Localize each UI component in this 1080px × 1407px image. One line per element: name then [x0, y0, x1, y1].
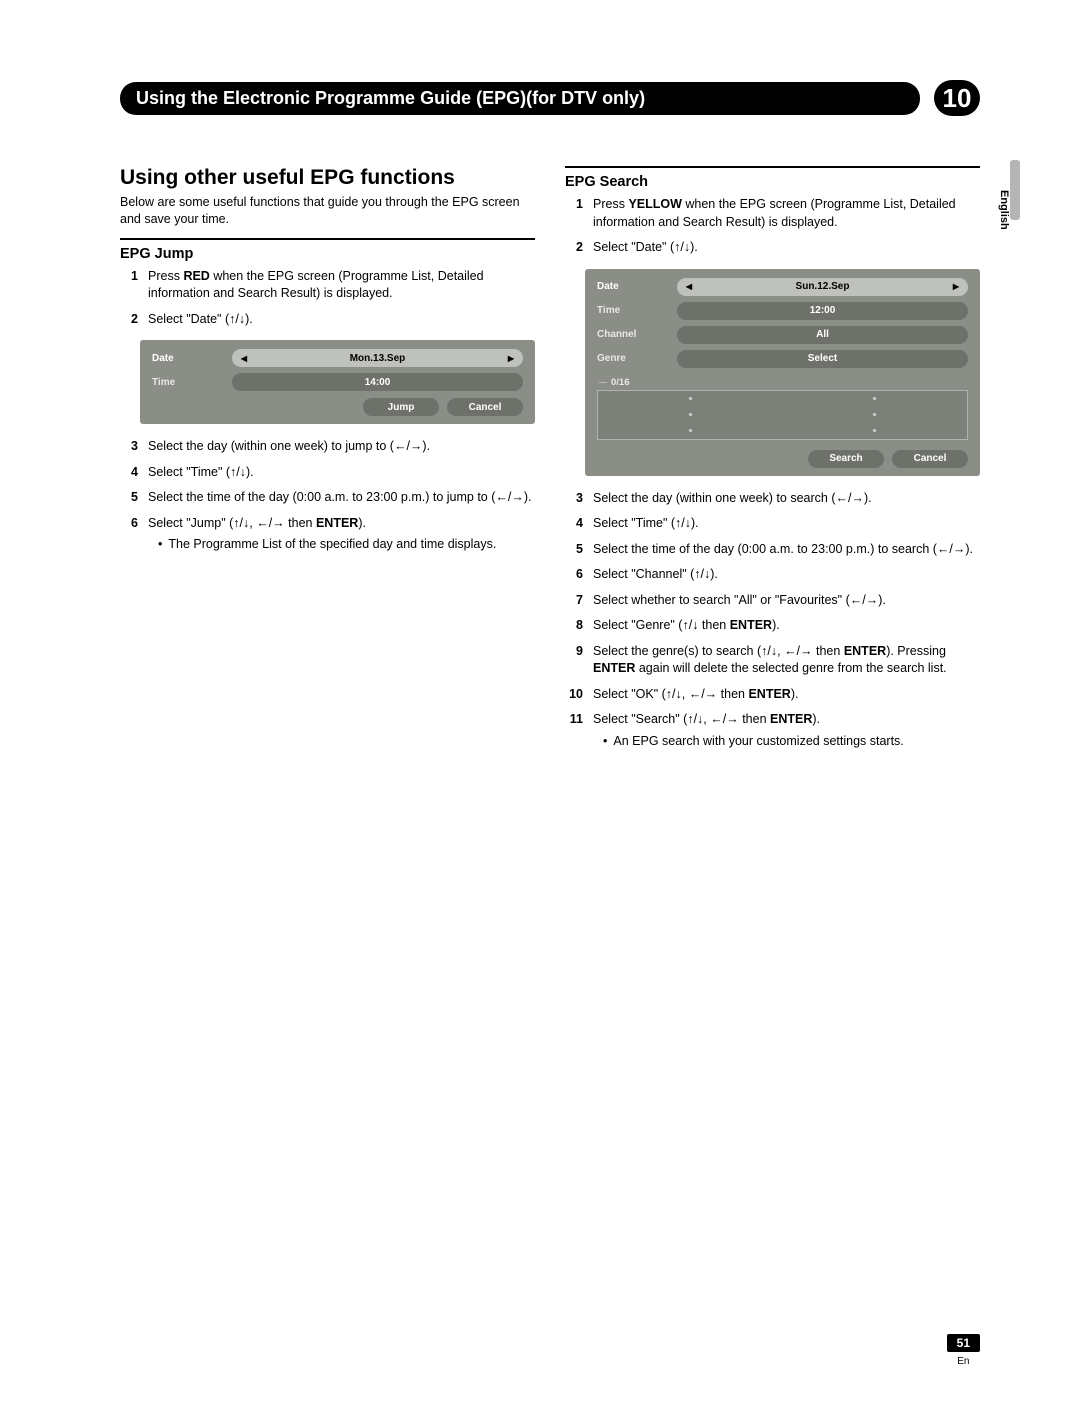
step-number: 2 — [565, 239, 583, 257]
step-text: Select "Jump" (↑/↓, ←/→ then ENTER). The… — [148, 515, 535, 554]
step-text: Select "Search" (↑/↓, ←/→ then ENTER). A… — [593, 711, 980, 750]
dialog-label-channel: Channel — [597, 329, 667, 340]
step-number: 7 — [565, 592, 583, 610]
step-number: 3 — [120, 438, 138, 456]
step-number: 6 — [565, 566, 583, 584]
subsection-title-search: EPG Search — [565, 174, 980, 190]
step-sub-text: An EPG search with your customized setti… — [613, 733, 903, 751]
step-number: 9 — [565, 643, 583, 678]
chapter-header: Using the Electronic Programme Guide (EP… — [120, 80, 980, 116]
dialog-label-genre: Genre — [597, 353, 667, 364]
step-number: 1 — [120, 268, 138, 303]
step-text: Select "Time" (↑/↓). — [593, 515, 980, 533]
left-arrow-icon[interactable]: ◀ — [236, 349, 252, 367]
divider — [120, 238, 535, 240]
step-text: Press RED when the EPG screen (Programme… — [148, 268, 535, 303]
step-text: Select "Channel" (↑/↓). — [593, 566, 980, 584]
epg-jump-dialog: Date ◀ Mon.13.Sep ▶ Time 14:00 Jump Canc… — [140, 340, 535, 424]
step-number: 2 — [120, 311, 138, 329]
step-number: 6 — [120, 515, 138, 554]
search-button[interactable]: Search — [808, 450, 884, 468]
epg-search-dialog: Date ◀ Sun.12.Sep ▶ Time 12:00 Channel A… — [585, 269, 980, 476]
time-value: 14:00 — [365, 377, 391, 388]
step-text: Select whether to search "All" or "Favou… — [593, 592, 980, 610]
genre-selector[interactable]: Select — [677, 350, 968, 368]
divider — [565, 166, 980, 168]
step-text: Select the genre(s) to search (↑/↓, ←/→ … — [593, 643, 980, 678]
step-number: 1 — [565, 196, 583, 231]
time-selector[interactable]: 14:00 — [232, 373, 523, 391]
date-selector[interactable]: ◀ Mon.13.Sep ▶ — [232, 349, 523, 367]
date-value: Sun.12.Sep — [796, 281, 850, 292]
page-number-badge: 51 — [947, 1334, 980, 1352]
channel-selector[interactable]: All — [677, 326, 968, 344]
time-value: 12:00 — [810, 305, 836, 316]
genre-grid — [597, 390, 968, 440]
date-selector[interactable]: ◀ Sun.12.Sep ▶ — [677, 278, 968, 296]
chapter-title: Using the Electronic Programme Guide (EP… — [120, 82, 920, 115]
step-number: 8 — [565, 617, 583, 635]
step-text: Select the day (within one week) to sear… — [593, 490, 980, 508]
dialog-label-time: Time — [597, 305, 667, 316]
section-intro: Below are some useful functions that gui… — [120, 194, 535, 228]
step-text: Select "Date" (↑/↓). — [148, 311, 535, 329]
step-text: Press YELLOW when the EPG screen (Progra… — [593, 196, 980, 231]
page-footer: 51 En — [947, 1334, 980, 1367]
step-number: 3 — [565, 490, 583, 508]
step-text: Select "Time" (↑/↓). — [148, 464, 535, 482]
step-text: Select "OK" (↑/↓, ←/→ then ENTER). — [593, 686, 980, 704]
jump-steps: 1 Press RED when the EPG screen (Program… — [120, 268, 535, 329]
step-number: 10 — [565, 686, 583, 704]
side-tab — [1010, 160, 1020, 220]
step-number: 5 — [120, 489, 138, 507]
jump-steps-cont: 3 Select the day (within one week) to ju… — [120, 438, 535, 554]
step-text: Select "Date" (↑/↓). — [593, 239, 980, 257]
section-title: Using other useful EPG functions — [120, 166, 535, 190]
step-number: 5 — [565, 541, 583, 559]
right-arrow-icon[interactable]: ▶ — [948, 278, 964, 296]
dialog-label-time: Time — [152, 377, 222, 388]
genre-value: Select — [808, 353, 837, 364]
step-text: Select the day (within one week) to jump… — [148, 438, 535, 456]
step-number: 4 — [565, 515, 583, 533]
search-steps-cont: 3 Select the day (within one week) to se… — [565, 490, 980, 751]
dialog-label-date: Date — [597, 281, 667, 292]
date-value: Mon.13.Sep — [350, 353, 406, 364]
subsection-title-jump: EPG Jump — [120, 246, 535, 262]
left-arrow-icon[interactable]: ◀ — [681, 278, 697, 296]
step-number: 4 — [120, 464, 138, 482]
cancel-button[interactable]: Cancel — [892, 450, 968, 468]
right-arrow-icon[interactable]: ▶ — [503, 349, 519, 367]
right-column: EPG Search 1 Press YELLOW when the EPG s… — [565, 166, 980, 758]
side-language-label: English — [998, 190, 1010, 230]
left-column: Using other useful EPG functions Below a… — [120, 166, 535, 758]
step-text: Select the time of the day (0:00 a.m. to… — [148, 489, 535, 507]
dialog-label-date: Date — [152, 353, 222, 364]
step-text: Select "Genre" (↑/↓ then ENTER). — [593, 617, 980, 635]
page-language-code: En — [947, 1356, 980, 1367]
step-text: Select the time of the day (0:00 a.m. to… — [593, 541, 980, 559]
chapter-number-badge: 10 — [934, 80, 980, 116]
cancel-button[interactable]: Cancel — [447, 398, 523, 416]
channel-value: All — [816, 329, 829, 340]
step-sub-text: The Programme List of the specified day … — [168, 536, 496, 554]
genre-count: 0/16 — [593, 375, 972, 390]
search-steps: 1 Press YELLOW when the EPG screen (Prog… — [565, 196, 980, 257]
jump-button[interactable]: Jump — [363, 398, 439, 416]
time-selector[interactable]: 12:00 — [677, 302, 968, 320]
step-number: 11 — [565, 711, 583, 750]
